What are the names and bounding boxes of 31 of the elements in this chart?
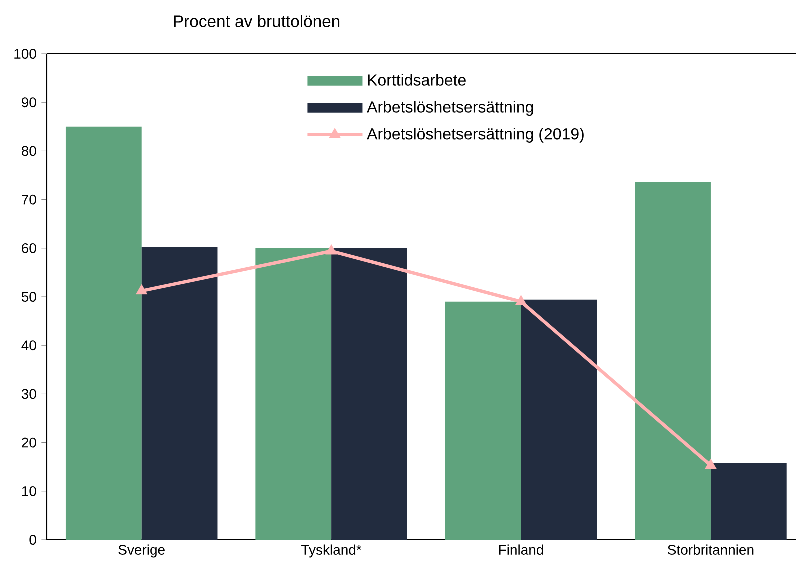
y-tick-label: 40 (22, 340, 36, 351)
y-tick-label: 30 (22, 389, 36, 400)
bar (256, 248, 332, 540)
bar (521, 300, 598, 540)
bar (710, 463, 787, 540)
bar (445, 302, 522, 540)
y-tick-label: 90 (22, 98, 36, 108)
x-tick-label: Storbritannien (668, 544, 754, 555)
bar (332, 248, 408, 540)
legend-label: Arbetslöshetsersättning (367, 101, 534, 116)
y-tick-label: 70 (22, 194, 36, 205)
y-tick-label: 100 (14, 49, 36, 59)
bar (66, 126, 142, 540)
y-tick-label: 60 (22, 243, 36, 254)
x-tick-label: Finland (499, 544, 544, 555)
point (326, 244, 338, 255)
point (515, 295, 528, 306)
point (705, 458, 717, 470)
x-tick-label: Tyskland* (302, 544, 362, 558)
y-tick-label: 10 (22, 486, 36, 496)
y-tick-label: 0 (30, 535, 36, 545)
y-axis-title: Procent av bruttolönen (174, 15, 340, 28)
y-tick-label: 50 (22, 292, 36, 302)
legend-label: Arbetslöshetsersättning (2019) (367, 128, 584, 143)
y-tick-label: 20 (22, 438, 36, 448)
point (136, 284, 148, 295)
legend-label: Korttidsarbete (368, 74, 466, 86)
bar (142, 246, 218, 540)
bar (635, 182, 711, 540)
x-tick-label: Sverige (118, 544, 165, 558)
y-tick-label: 80 (22, 146, 36, 156)
